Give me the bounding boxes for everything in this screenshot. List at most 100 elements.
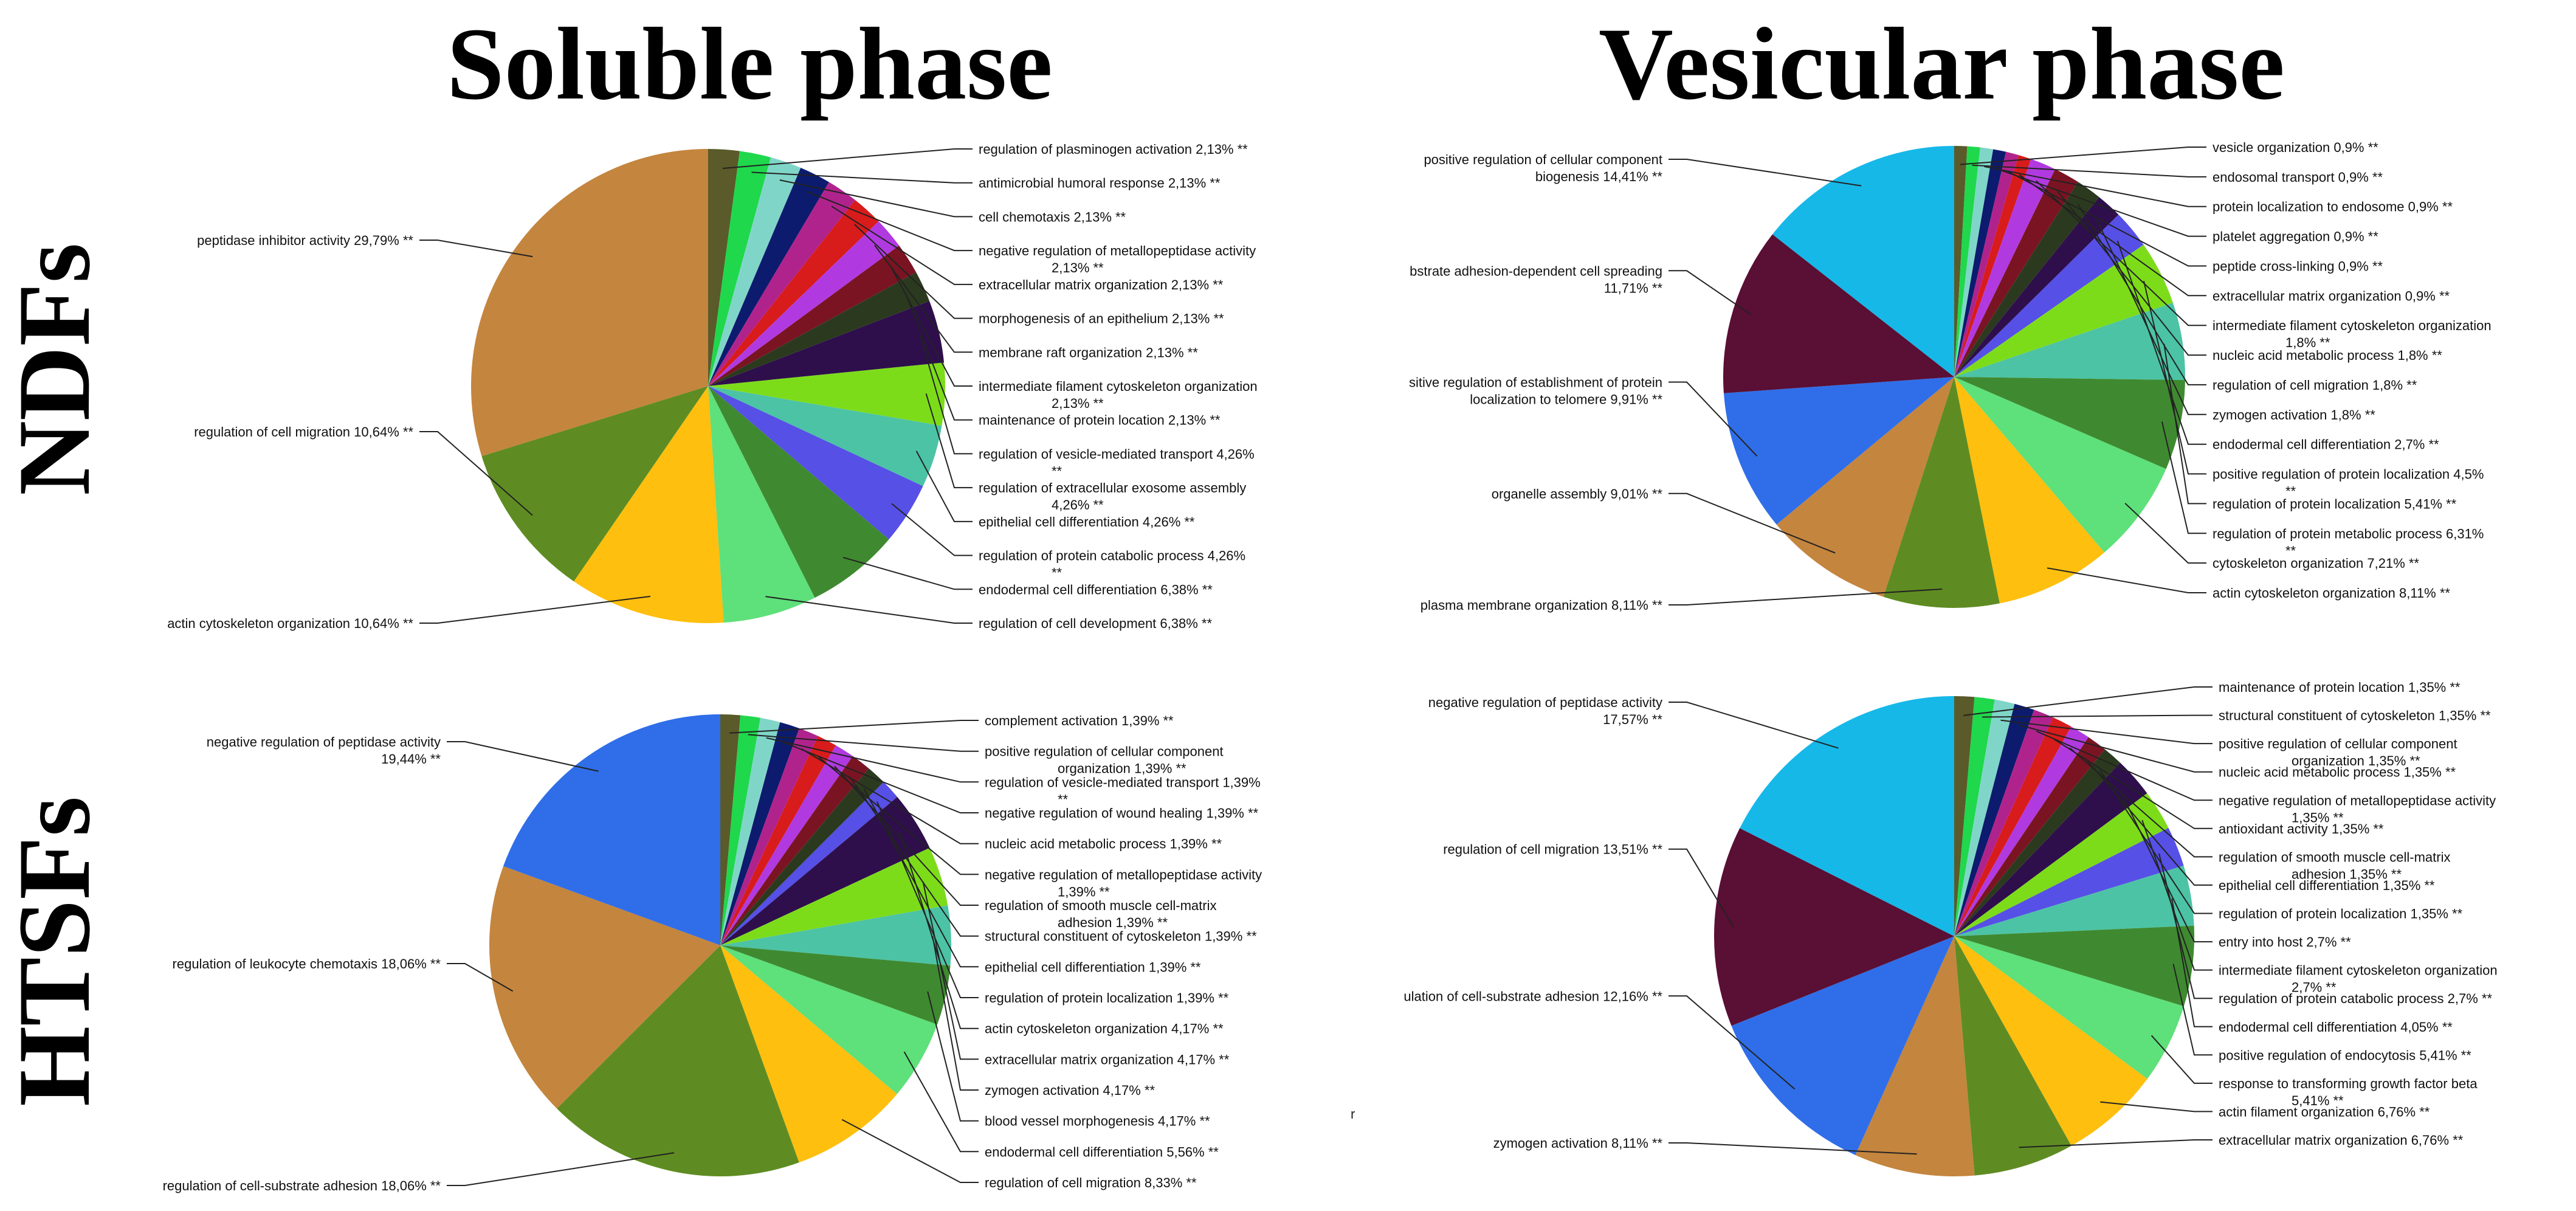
leader-line (2163, 343, 2206, 505)
slice-label: intermediate filament cytoskeleton organ… (979, 379, 1258, 411)
slice-label: positive regulation of protein localizat… (2213, 467, 2484, 499)
pie-slice-intermediate-filament-cytoskeleton-organization (1954, 159, 2056, 377)
pie-slice-regulation-of-protein-catabolic-process-2-7 (1954, 827, 2184, 936)
pie-slice-regulation-of-extracellular-exosome-assembly (708, 362, 946, 426)
pie-slice-response-to-transforming-growth-factor-beta (1954, 936, 2184, 1079)
slice-label: regulation of cell development 6,38% ** (979, 616, 1212, 631)
leader-line (447, 1152, 675, 1186)
pie-slice-organelle-assembly-9-01 (1776, 377, 1954, 597)
pie-slice-regulation-of-smooth-muscle-cell-matrix (720, 745, 853, 945)
leader-line (783, 742, 979, 813)
slice-label: endodermal cell differentiation 2,7% ** (2213, 437, 2439, 452)
leader-line (874, 244, 973, 353)
leader-line (2053, 738, 2213, 829)
pie-slice-zymogen-activation-8-11 (1855, 936, 1975, 1177)
leader-line (419, 431, 533, 516)
slice-label: regulation of smooth muscle cell-matrix a… (985, 898, 1216, 930)
pie-slice-nucleic-acid-metabolic-process-1-39 (720, 728, 818, 945)
leader-line (2151, 1035, 2213, 1084)
pie-slice-vesicle-organization-0-9 (1954, 146, 1968, 377)
slice-label: epithelial cell differentiation 1,35% ** (2219, 878, 2435, 893)
pie-slice-plasma-membrane-organization-8-11 (1883, 377, 2000, 609)
leader-line (1669, 588, 1943, 606)
pie-slice-blood-vessel-morphogenesis-4-17 (720, 945, 951, 1025)
leader-line (1669, 270, 1752, 316)
slice-label: endosomal transport 0,9% ** (2213, 170, 2383, 185)
leader-line (1669, 159, 1862, 187)
pie-slice-cytoskeleton-organization-7-21 (1954, 377, 2166, 553)
pie-slice-positive-regulation-of-cellular-component (1772, 146, 1954, 377)
pie-slice-regulation-of-vesicle-mediated-transport-1-39 (720, 717, 780, 945)
slice-label: regulation of cell migration 10,64% ** (194, 424, 413, 440)
leader-line (932, 936, 979, 1091)
leader-line (2161, 421, 2206, 534)
leader-line (854, 224, 973, 319)
pie-slice-actin-filament-organization-6-76 (1954, 936, 2147, 1146)
slice-label: plasma membrane organization 8,11% ** (1421, 598, 1663, 613)
pie-slice-negative-regulation-of-metallopeptidase-activity (1954, 709, 2053, 936)
slice-label: regulation of protein localization 1,35%… (2219, 906, 2463, 922)
slice-label: membrane raft organization 2,13% ** (979, 345, 1198, 360)
leader-line (920, 335, 973, 455)
leader-line (2141, 819, 2213, 971)
vesicular-phase-title: Vesicular phase (1599, 7, 2285, 121)
pie-slice-regulation-of-vesicle-mediated-transport-4-26 (708, 301, 945, 386)
leader-line (925, 393, 973, 489)
slice-label: endodermal cell differentiation 6,38% ** (979, 582, 1213, 597)
slice-label: intermediate filament cytoskeleton organ… (2213, 318, 2492, 350)
slice-label: regulation of extracellular exosome asse… (979, 480, 1246, 512)
pie-slice-regulation-of-cell-migration-8-33 (720, 945, 897, 1163)
pie-slice-endodermal-cell-differentiation-2-7 (1954, 215, 2144, 377)
slice-label: endodermal cell differentiation 5,56% ** (985, 1144, 1219, 1159)
slice-label: antioxidant activity 1,35% ** (2219, 821, 2384, 837)
leader-line (2119, 790, 2213, 943)
leader-line (751, 171, 973, 184)
leader-line (841, 1119, 979, 1183)
slice-label: structural constituent of cytoskeleton 1… (2219, 708, 2491, 723)
pie-slice-positive-regulation-of-cellular-component (1954, 699, 2015, 936)
leader-line (818, 756, 979, 875)
slice-label: extracellular matrix organization 6,76% … (2219, 1133, 2464, 1148)
slice-label: negative regulation of metallopeptidase … (985, 867, 1262, 899)
soluble-phase-title: Soluble phase (447, 7, 1053, 121)
slice-label: regulation of cell migration 13,51% ** (1443, 842, 1662, 857)
pie-slice-antimicrobial-humoral-response-2-13 (708, 151, 771, 387)
pie-slice-negative-regulation-of-metallopeptidase-activity (720, 736, 836, 945)
pie-slice-regulation-of-protein-metabolic-process-6-31 (1954, 377, 2185, 469)
leader-line (1982, 714, 2213, 718)
slice-label: actin cytoskeleton organization 10,64% *… (167, 616, 413, 631)
pie-slice-regulation-of-protein-localization-5-41 (1954, 303, 2186, 381)
pie-slice-regulation-of-smooth-muscle-cell-matrix (1954, 726, 2089, 936)
slice-label: response to transforming growth factor b… (2219, 1076, 2478, 1108)
pie-slice-extracellular-matrix-organization-2-13 (708, 182, 855, 386)
slice-label: regulation of vesicle-mediated transport… (985, 775, 1261, 807)
pie-slice-negative-regulation-of-peptidase-activity (1740, 696, 1954, 936)
leader-line (831, 205, 973, 285)
pie-slice-sitive-regulation-of-establishment-of-protein (1723, 377, 1954, 525)
slice-label: negative regulation of peptidase activit… (207, 734, 441, 767)
pie-slice-actin-cytoskeleton-organization-8-11 (1954, 377, 2105, 604)
leader-line (419, 596, 651, 624)
slice-label: actin filament organization 6,76% ** (2219, 1104, 2430, 1119)
pie-slice-extracellular-matrix-organization-0-9 (1954, 155, 2031, 377)
leader-line (806, 190, 973, 252)
pie-slice-complement-activation-1-39 (720, 714, 741, 945)
pie-slice-structural-constituent-of-cytoskeleton-1-39 (720, 756, 869, 945)
pie-slice-regulation-of-cell-migration-1-8 (1954, 182, 2099, 377)
leader-line (2100, 1101, 2213, 1113)
pie-slice-epithelial-cell-differentiation-1-35 (1954, 737, 2105, 936)
pie-slice-zymogen-activation-4-17 (720, 905, 952, 966)
leader-line (2007, 170, 2206, 267)
leader-line (842, 556, 973, 590)
pie-slice-positive-regulation-of-cellular-component (720, 715, 761, 945)
leader-line (1669, 848, 1734, 928)
slice-label: regulation of protein localization 5,41%… (2213, 496, 2457, 511)
pie-slice-extracellular-matrix-organization-6-76 (1954, 936, 2071, 1176)
slice-label: extracellular matrix organization 4,17% … (985, 1052, 1230, 1067)
pie-slice-nucleic-acid-metabolic-process-1-35 (1954, 703, 2034, 936)
slice-label: antimicrobial humoral response 2,13% ** (979, 176, 1221, 191)
leader-line (765, 596, 973, 624)
